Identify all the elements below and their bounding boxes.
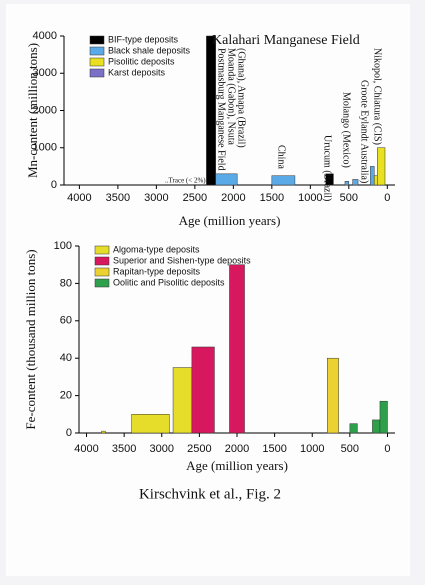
y-tick-label: 4000 — [33, 30, 57, 42]
x-tick-label: 2500 — [183, 192, 207, 204]
y-axis-label: Mn-content (million tons) — [25, 43, 40, 178]
annotation: Groote Eylandt Australia) — [359, 80, 370, 183]
bar — [327, 357, 339, 434]
bar — [172, 367, 193, 434]
x-tick-label: 2000 — [225, 443, 249, 455]
legend-label: BIF-type deposits — [108, 34, 179, 44]
bar — [349, 423, 358, 434]
y-tick-label: 20 — [60, 390, 72, 402]
legend-swatch — [94, 267, 110, 277]
x-tick-label: 1000 — [298, 192, 322, 204]
bar — [271, 175, 296, 186]
bar — [229, 264, 245, 434]
x-tick-label: 1500 — [262, 443, 286, 455]
bar — [373, 175, 378, 186]
annotation: Molango (Mexico) — [341, 92, 352, 168]
y-tick-label: 2000 — [33, 104, 57, 116]
bar — [352, 179, 359, 186]
x-tick-label: 0 — [384, 443, 390, 455]
x-axis-label: Age (million years) — [179, 213, 281, 228]
annotation: Moanda (Gabon), Nsuta — [226, 48, 237, 145]
legend-swatch — [94, 256, 110, 266]
x-axis-label: Age (million years) — [186, 458, 288, 473]
bar — [325, 173, 334, 186]
annotation: China — [276, 145, 287, 169]
annotation: Postmasburg Manganese Field — [216, 48, 227, 171]
y-axis-label: Fe-content (thousand million tons) — [23, 249, 38, 429]
bar — [215, 173, 238, 186]
bar — [206, 35, 216, 186]
bar — [101, 430, 106, 434]
annotation: ..Trace (< 2%) — [165, 177, 206, 185]
x-tick-label: 3500 — [112, 443, 136, 455]
y-tick-label: 40 — [60, 352, 72, 364]
x-tick-label: 3000 — [150, 443, 174, 455]
annotation: Kalahari Manganese Field — [212, 33, 360, 48]
legend-swatch — [89, 68, 105, 78]
x-tick-label: 2500 — [187, 443, 211, 455]
legend-swatch — [94, 278, 110, 288]
x-tick-label: 4000 — [67, 192, 91, 204]
legend-swatch — [94, 245, 110, 255]
legend-swatch — [89, 57, 105, 67]
bar — [372, 419, 381, 434]
x-tick-label: 2000 — [221, 192, 245, 204]
y-tick-label: 0 — [51, 179, 57, 191]
caption: Kirschvink et al., Fig. 2 — [139, 486, 281, 502]
y-tick-label: 0 — [66, 427, 72, 439]
x-tick-label: 1500 — [260, 192, 284, 204]
legend-label: Rapitan-type deposits — [113, 266, 201, 276]
legend-label: Black shale deposits — [108, 45, 191, 55]
annotation: Urucum (Brazil) — [322, 135, 333, 201]
bar — [191, 346, 215, 434]
bar — [344, 181, 350, 186]
annotation: (Ghana), Amapa (Brazil) — [236, 48, 247, 148]
y-tick-label: 60 — [60, 315, 72, 327]
x-tick-label: 4000 — [74, 443, 98, 455]
bar — [379, 400, 388, 434]
y-tick-label: 3000 — [33, 67, 57, 79]
x-tick-label: 1000 — [300, 443, 324, 455]
annotation: Nikopol, Chiatura (CIS) — [372, 48, 383, 145]
legend-label: Pisolitic deposits — [108, 56, 175, 66]
y-tick-label: 100 — [54, 240, 72, 252]
x-tick-label: 500 — [341, 443, 359, 455]
x-tick-label: 500 — [340, 192, 358, 204]
legend-swatch — [89, 35, 105, 45]
bar — [370, 166, 375, 186]
legend-label: Karst deposits — [108, 67, 166, 77]
legend-label: Oolitic and Pisolitic deposits — [113, 277, 225, 287]
legend-swatch — [89, 46, 105, 56]
x-tick-label: 0 — [384, 192, 390, 204]
x-tick-label: 3000 — [144, 192, 168, 204]
bar — [377, 147, 386, 186]
legend-label: Superior and Sishen-type deposits — [113, 255, 251, 265]
y-tick-label: 1000 — [33, 142, 57, 154]
bar — [131, 414, 170, 434]
x-tick-label: 3500 — [106, 192, 130, 204]
y-tick-label: 80 — [60, 277, 72, 289]
legend-label: Algoma-type deposits — [113, 244, 200, 254]
